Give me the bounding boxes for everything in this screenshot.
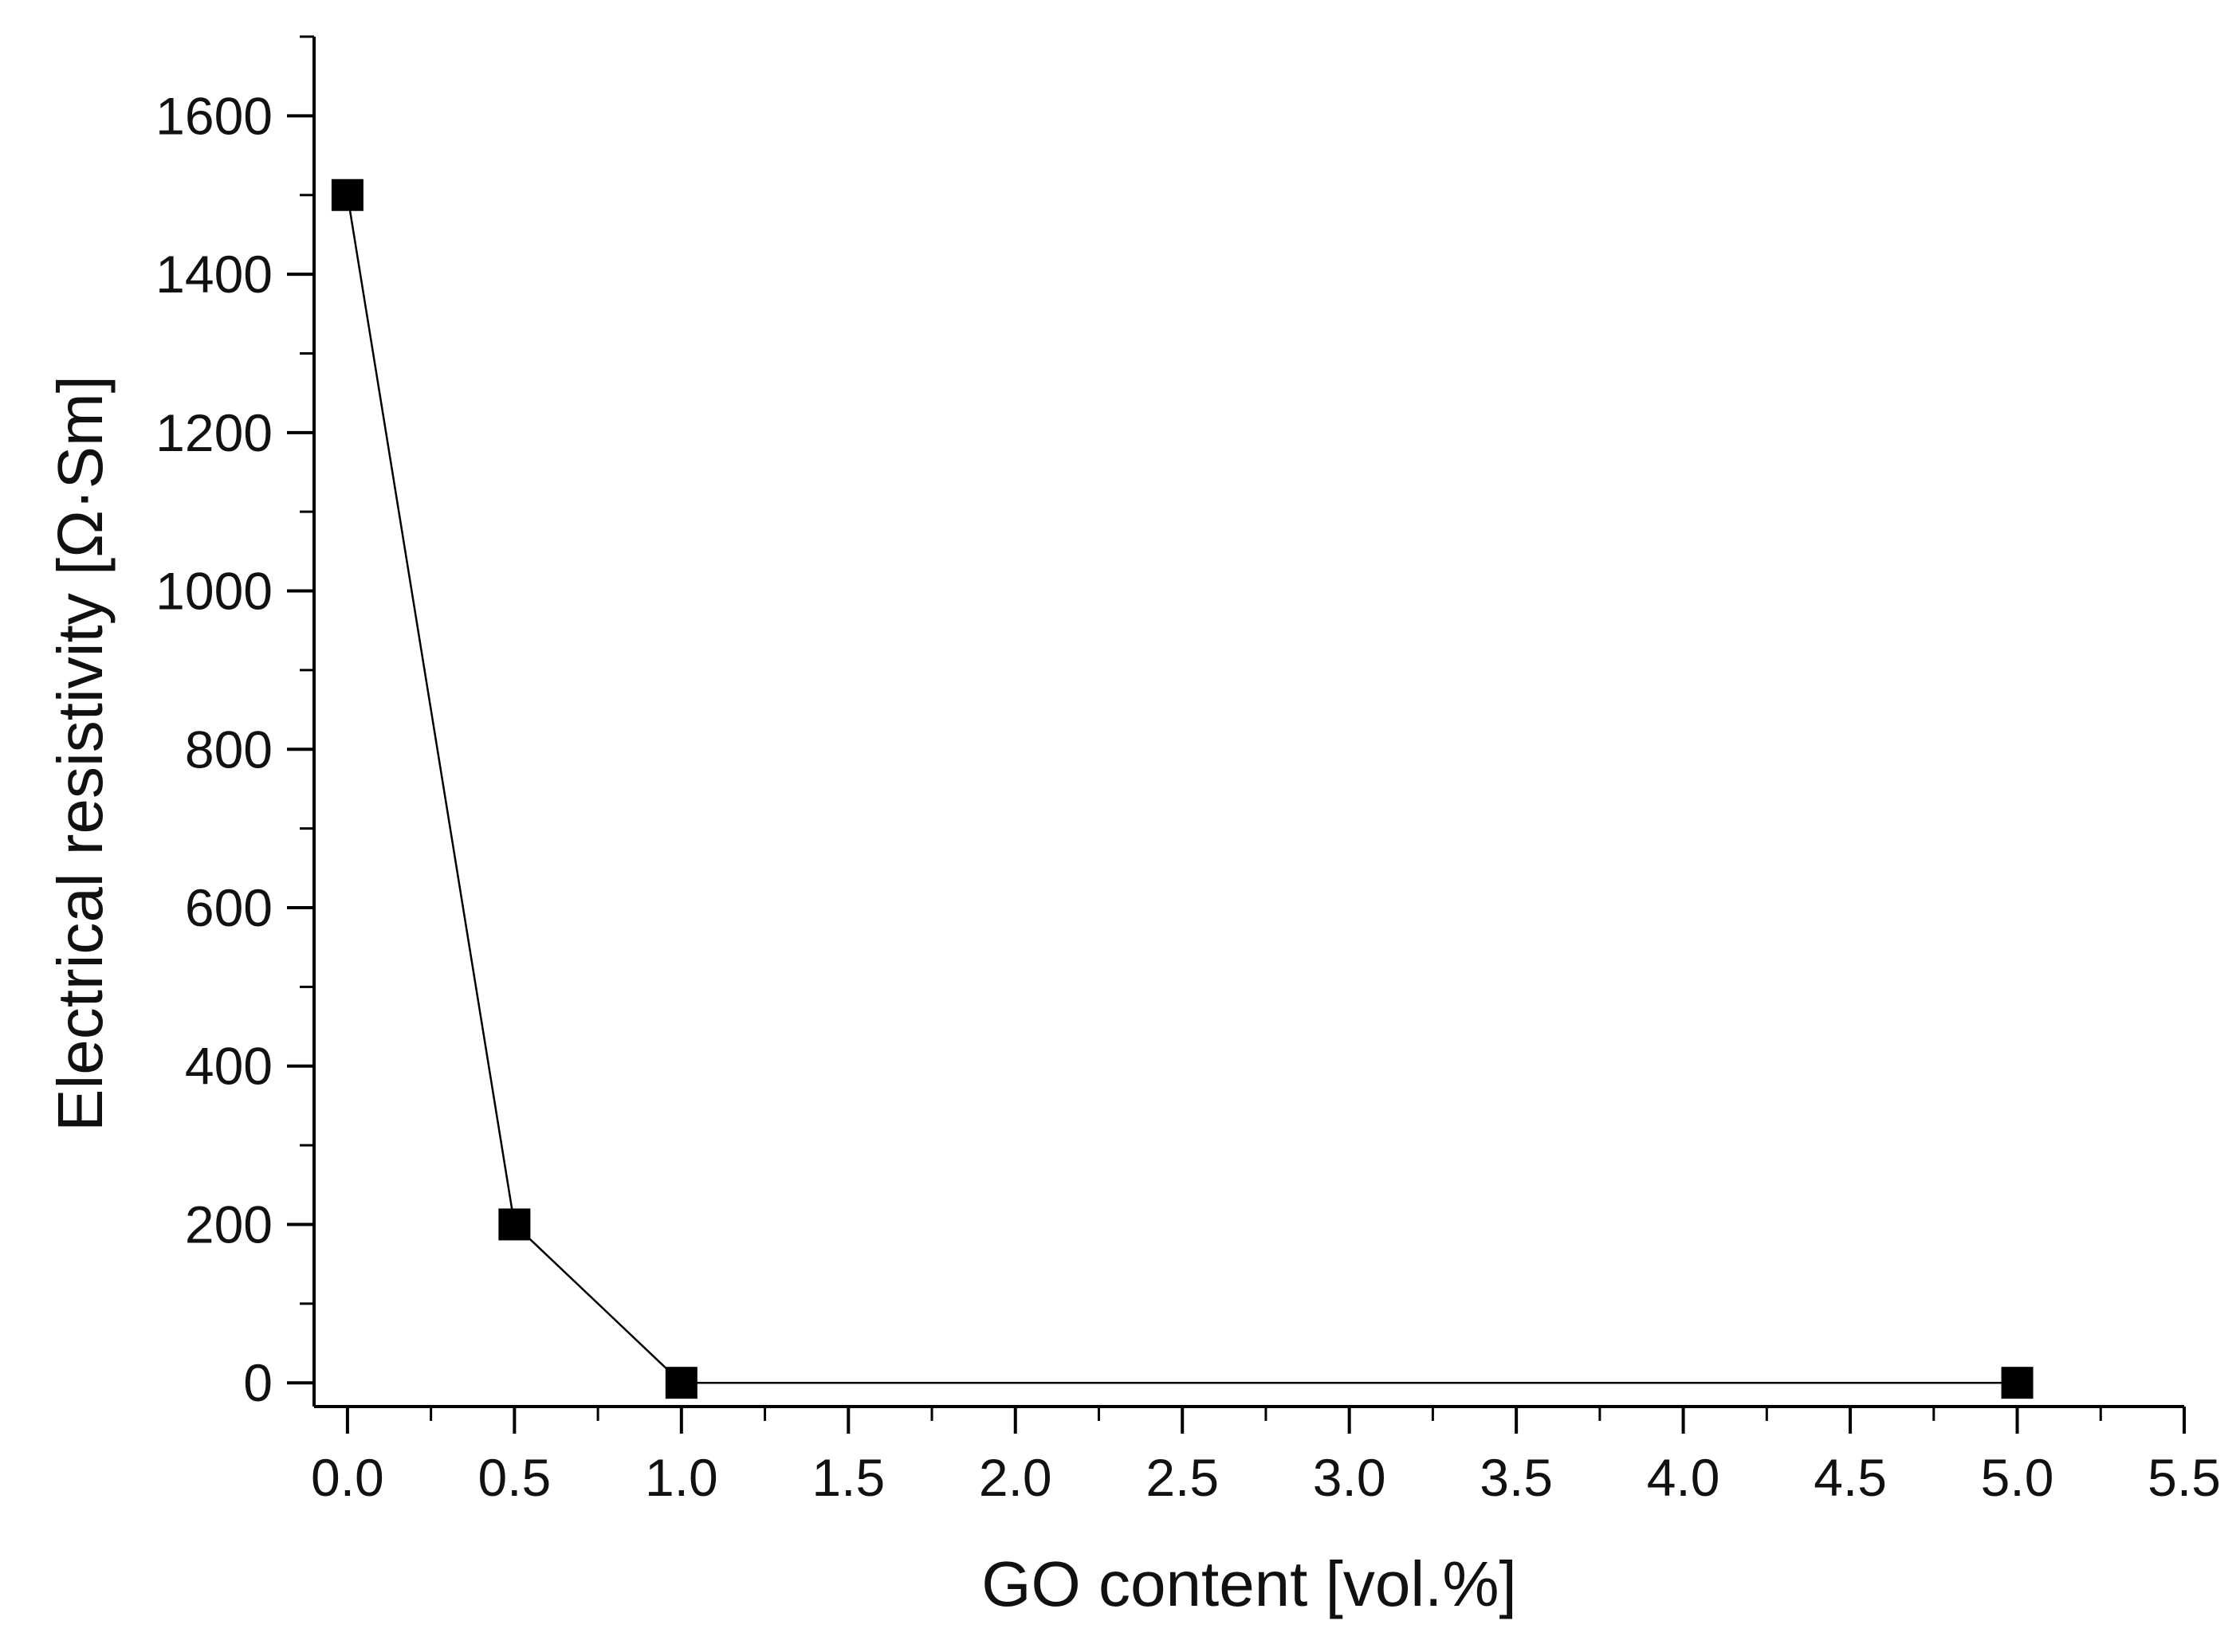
y-tick-label: 0 — [243, 1353, 273, 1412]
y-tick-label: 200 — [185, 1195, 273, 1254]
x-tick-label: 0.0 — [311, 1448, 384, 1507]
x-tick-label: 2.0 — [979, 1448, 1052, 1507]
x-tick-label: 1.0 — [645, 1448, 718, 1507]
y-tick-label: 1600 — [155, 86, 273, 145]
y-tick-label: 400 — [185, 1037, 273, 1096]
series-line — [346, 194, 2018, 1384]
x-tick-label: 5.5 — [2148, 1448, 2221, 1507]
x-tick-label: 1.5 — [812, 1448, 885, 1507]
tick-labels: 0.0 0.5 1.0 1.5 2.0 2.5 3.0 3.5 4.0 4.5 5.0 5.5 0 200… — [155, 86, 2221, 1507]
x-tick-label: 4.0 — [1647, 1448, 1720, 1507]
x-tick-label: 4.5 — [1814, 1448, 1887, 1507]
x-tick-label: 0.5 — [477, 1448, 551, 1507]
x-tick-label: 5.0 — [1981, 1448, 2054, 1507]
data-point-marker — [498, 1208, 531, 1241]
data-point-marker — [331, 179, 364, 211]
axis-ticks — [287, 35, 2186, 1434]
data-point-marker — [665, 1367, 698, 1399]
x-tick-label: 2.5 — [1146, 1448, 1219, 1507]
data-series — [331, 179, 2034, 1399]
data-point-marker — [2001, 1367, 2034, 1399]
x-tick-label: 3.0 — [1313, 1448, 1386, 1507]
axes — [312, 37, 2184, 1408]
y-tick-label: 1000 — [155, 562, 273, 621]
x-axis-title: GO content [vol.%] — [981, 1548, 1516, 1619]
y-tick-label: 1400 — [155, 245, 273, 304]
y-tick-label: 600 — [185, 878, 273, 937]
x-tick-label: 3.5 — [1480, 1448, 1553, 1507]
y-axis-title: Electrical resistivity [Ω·Sm] — [45, 375, 116, 1132]
y-tick-label: 1200 — [155, 403, 273, 462]
y-tick-label: 800 — [185, 720, 273, 779]
